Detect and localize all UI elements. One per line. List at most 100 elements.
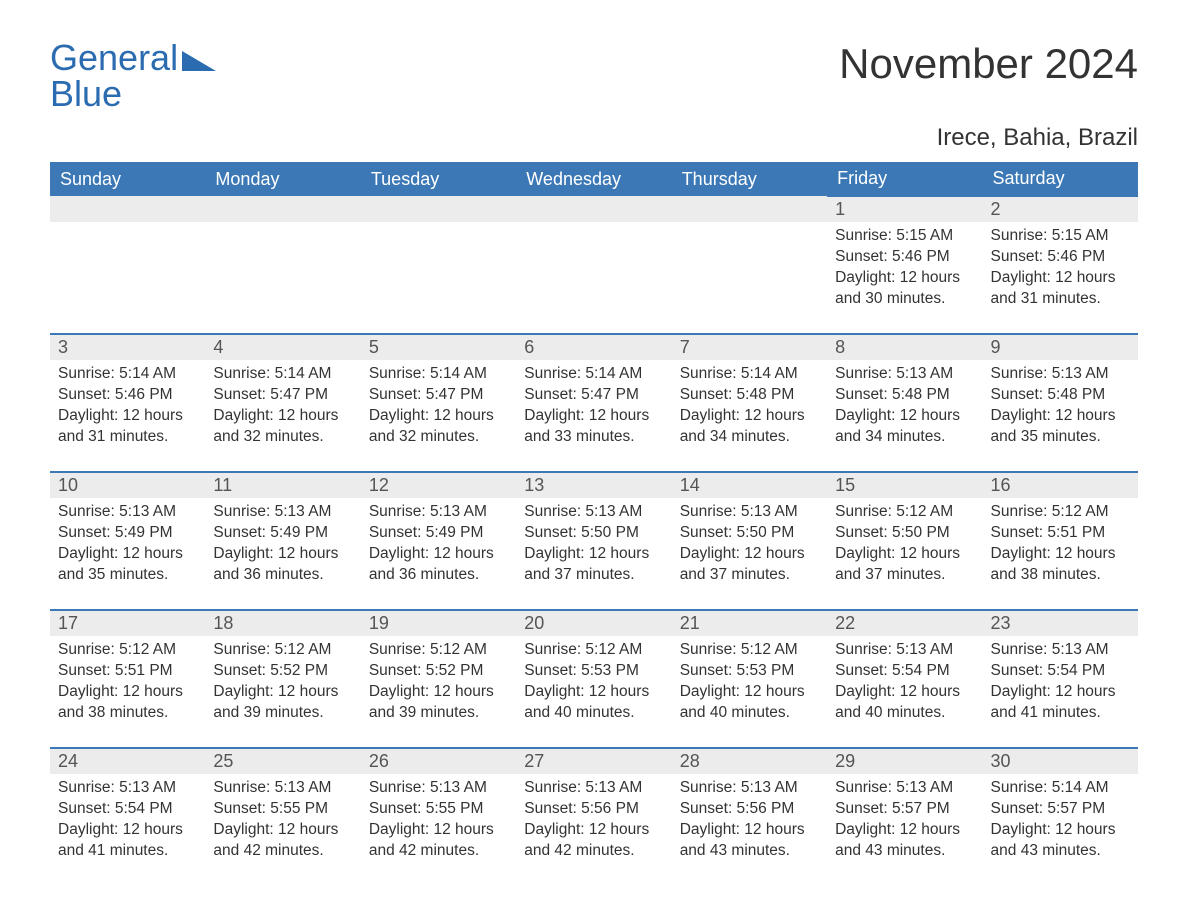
- daylight-line: Daylight: 12 hours and 32 minutes.: [369, 406, 508, 448]
- day-number: 11: [205, 473, 360, 498]
- day-number: 3: [50, 335, 205, 360]
- calendar-day: 2Sunrise: 5:15 AMSunset: 5:46 PMDaylight…: [983, 196, 1138, 334]
- sunrise-line: Sunrise: 5:13 AM: [835, 364, 974, 385]
- sunset-line: Sunset: 5:56 PM: [680, 799, 819, 820]
- sunrise-line: Sunrise: 5:12 AM: [680, 640, 819, 661]
- day-details: Sunrise: 5:13 AMSunset: 5:56 PMDaylight:…: [672, 774, 827, 870]
- day-number: 22: [827, 611, 982, 636]
- sunset-line: Sunset: 5:52 PM: [213, 661, 352, 682]
- day-number: 2: [983, 197, 1138, 222]
- empty-day-bar: [672, 196, 827, 222]
- calendar-day: 22Sunrise: 5:13 AMSunset: 5:54 PMDayligh…: [827, 610, 982, 748]
- sunrise-line: Sunrise: 5:13 AM: [524, 778, 663, 799]
- calendar-day: 5 Sunrise: 5:14 AMSunset: 5:47 PMDaylight…: [361, 334, 516, 472]
- day-details: Sunrise: 5:13 AMSunset: 5:54 PMDaylight:…: [983, 636, 1138, 732]
- day-details: Sunrise: 5:15 AMSunset: 5:46 PMDaylight:…: [983, 222, 1138, 318]
- daylight-line: Daylight: 12 hours and 42 minutes.: [524, 820, 663, 862]
- sunset-line: Sunset: 5:48 PM: [680, 385, 819, 406]
- sunrise-line: Sunrise: 5:12 AM: [369, 640, 508, 661]
- calendar-day: 19Sunrise: 5:12 AMSunset: 5:52 PMDayligh…: [361, 610, 516, 748]
- calendar-empty-day: [50, 196, 205, 334]
- day-details: Sunrise: 5:13 AMSunset: 5:49 PMDaylight:…: [205, 498, 360, 594]
- calendar-day: 20Sunrise: 5:12 AMSunset: 5:53 PMDayligh…: [516, 610, 671, 748]
- daylight-line: Daylight: 12 hours and 41 minutes.: [991, 682, 1130, 724]
- month-title: November 2024: [839, 40, 1138, 88]
- daylight-line: Daylight: 12 hours and 34 minutes.: [835, 406, 974, 448]
- sunrise-line: Sunrise: 5:13 AM: [58, 502, 197, 523]
- sunrise-line: Sunrise: 5:13 AM: [213, 502, 352, 523]
- day-details: Sunrise: 5:13 AMSunset: 5:55 PMDaylight:…: [205, 774, 360, 870]
- daylight-line: Daylight: 12 hours and 43 minutes.: [680, 820, 819, 862]
- day-number: 18: [205, 611, 360, 636]
- day-details: Sunrise: 5:13 AMSunset: 5:49 PMDaylight:…: [50, 498, 205, 594]
- weekday-header-row: SundayMondayTuesdayWednesdayThursdayFrid…: [50, 162, 1138, 196]
- calendar-day: 27Sunrise: 5:13 AMSunset: 5:56 PMDayligh…: [516, 748, 671, 886]
- logo: General Blue: [50, 40, 216, 112]
- sunrise-line: Sunrise: 5:14 AM: [680, 364, 819, 385]
- calendar-day: 3Sunrise: 5:14 AMSunset: 5:46 PMDaylight…: [50, 334, 205, 472]
- sunset-line: Sunset: 5:47 PM: [369, 385, 508, 406]
- sunrise-line: Sunrise: 5:13 AM: [680, 502, 819, 523]
- sunrise-line: Sunrise: 5:12 AM: [524, 640, 663, 661]
- calendar-day: 6Sunrise: 5:14 AMSunset: 5:47 PMDaylight…: [516, 334, 671, 472]
- sunset-line: Sunset: 5:47 PM: [524, 385, 663, 406]
- calendar-week: 3Sunrise: 5:14 AMSunset: 5:46 PMDaylight…: [50, 334, 1138, 472]
- calendar-empty-day: [516, 196, 671, 334]
- daylight-line: Daylight: 12 hours and 31 minutes.: [58, 406, 197, 448]
- empty-day-bar: [50, 196, 205, 222]
- day-details: Sunrise: 5:15 AMSunset: 5:46 PMDaylight:…: [827, 222, 982, 318]
- sunset-line: Sunset: 5:49 PM: [369, 523, 508, 544]
- day-number: 21: [672, 611, 827, 636]
- daylight-line: Daylight: 12 hours and 31 minutes.: [991, 268, 1130, 310]
- day-number: 9: [983, 335, 1138, 360]
- logo-triangle-icon: [182, 47, 216, 76]
- sunrise-line: Sunrise: 5:12 AM: [213, 640, 352, 661]
- day-details: Sunrise: 5:13 AMSunset: 5:49 PMDaylight:…: [361, 498, 516, 594]
- daylight-line: Daylight: 12 hours and 40 minutes.: [524, 682, 663, 724]
- daylight-line: Daylight: 12 hours and 37 minutes.: [524, 544, 663, 586]
- sunset-line: Sunset: 5:48 PM: [835, 385, 974, 406]
- daylight-line: Daylight: 12 hours and 30 minutes.: [835, 268, 974, 310]
- daylight-line: Daylight: 12 hours and 42 minutes.: [213, 820, 352, 862]
- day-number: 10: [50, 473, 205, 498]
- sunrise-line: Sunrise: 5:14 AM: [213, 364, 352, 385]
- sunset-line: Sunset: 5:46 PM: [991, 247, 1130, 268]
- day-details: Sunrise: 5:13 AMSunset: 5:56 PMDaylight:…: [516, 774, 671, 870]
- sunrise-line: Sunrise: 5:12 AM: [835, 502, 974, 523]
- sunset-line: Sunset: 5:57 PM: [835, 799, 974, 820]
- day-details: Sunrise: 5:14 AMSunset: 5:47 PMDaylight:…: [516, 360, 671, 456]
- day-details: Sunrise: 5:12 AMSunset: 5:53 PMDaylight:…: [516, 636, 671, 732]
- day-number: 17: [50, 611, 205, 636]
- daylight-line: Daylight: 12 hours and 40 minutes.: [680, 682, 819, 724]
- calendar-table: SundayMondayTuesdayWednesdayThursdayFrid…: [50, 162, 1138, 886]
- day-number: 24: [50, 749, 205, 774]
- daylight-line: Daylight: 12 hours and 41 minutes.: [58, 820, 197, 862]
- calendar-day: 28Sunrise: 5:13 AMSunset: 5:56 PMDayligh…: [672, 748, 827, 886]
- calendar-day: 12Sunrise: 5:13 AMSunset: 5:49 PMDayligh…: [361, 472, 516, 610]
- sunset-line: Sunset: 5:51 PM: [58, 661, 197, 682]
- daylight-line: Daylight: 12 hours and 35 minutes.: [991, 406, 1130, 448]
- day-details: Sunrise: 5:12 AMSunset: 5:52 PMDaylight:…: [205, 636, 360, 732]
- daylight-line: Daylight: 12 hours and 33 minutes.: [524, 406, 663, 448]
- sunset-line: Sunset: 5:46 PM: [58, 385, 197, 406]
- day-number: 26: [361, 749, 516, 774]
- daylight-line: Daylight: 12 hours and 42 minutes.: [369, 820, 508, 862]
- sunrise-line: Sunrise: 5:14 AM: [369, 364, 508, 385]
- daylight-line: Daylight: 12 hours and 39 minutes.: [213, 682, 352, 724]
- calendar-week: 24Sunrise: 5:13 AMSunset: 5:54 PMDayligh…: [50, 748, 1138, 886]
- daylight-line: Daylight: 12 hours and 36 minutes.: [369, 544, 508, 586]
- sunset-line: Sunset: 5:54 PM: [835, 661, 974, 682]
- day-details: Sunrise: 5:12 AMSunset: 5:50 PMDaylight:…: [827, 498, 982, 594]
- weekday-header: Friday: [827, 162, 982, 196]
- sunset-line: Sunset: 5:53 PM: [524, 661, 663, 682]
- calendar-day: 9Sunrise: 5:13 AMSunset: 5:48 PMDaylight…: [983, 334, 1138, 472]
- calendar-day: 7Sunrise: 5:14 AMSunset: 5:48 PMDaylight…: [672, 334, 827, 472]
- calendar-day: 4Sunrise: 5:14 AMSunset: 5:47 PMDaylight…: [205, 334, 360, 472]
- location: Irece, Bahia, Brazil: [50, 124, 1138, 152]
- day-number: 5: [361, 335, 516, 360]
- calendar-empty-day: [672, 196, 827, 334]
- sunset-line: Sunset: 5:49 PM: [213, 523, 352, 544]
- calendar-day: 17Sunrise: 5:12 AMSunset: 5:51 PMDayligh…: [50, 610, 205, 748]
- day-details: Sunrise: 5:13 AMSunset: 5:48 PMDaylight:…: [983, 360, 1138, 456]
- logo-text-2: Blue: [50, 76, 216, 112]
